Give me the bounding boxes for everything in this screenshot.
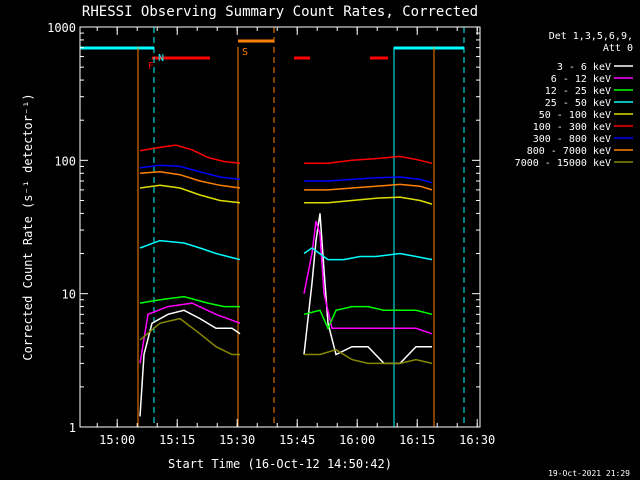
legend-label: 100 - 300 keV [533, 122, 611, 133]
series-line-2-0 [139, 295, 240, 308]
series-line-1-1 [303, 220, 433, 335]
legend-label: 3 - 6 keV [557, 62, 611, 73]
series-group [139, 144, 433, 417]
footer-date: 19-Oct-2021 21:29 [548, 469, 630, 478]
y-tick-label: 1 [69, 421, 76, 435]
chart-title: RHESSI Observing Summary Count Rates, Co… [82, 4, 478, 20]
series-line-3-0 [139, 239, 241, 261]
annotations-group: NF S [148, 47, 248, 72]
legend-label: 800 - 7000 keV [527, 146, 611, 157]
series-line-8-0 [139, 317, 240, 356]
x-tick-label: 16:15 [399, 433, 435, 447]
y-tick-label: 100 [54, 154, 76, 168]
x-tick-label: 16:00 [339, 433, 375, 447]
legend-label: 50 - 100 keV [539, 110, 611, 121]
x-tick-label: 15:00 [99, 433, 135, 447]
y-axis: 1 10 100 1000 [47, 21, 480, 435]
legend-label: 25 - 50 keV [545, 98, 611, 109]
series-line-6-1 [304, 176, 433, 184]
series-line-6-0 [139, 164, 241, 181]
observing-bands [79, 27, 465, 427]
series-line-5-0 [139, 144, 241, 165]
plot-frame [79, 26, 481, 428]
legend-label: 7000 - 15000 keV [515, 158, 611, 169]
x-tick-label: 15:45 [279, 433, 315, 447]
annotation-N: N [158, 53, 164, 64]
x-tick-label: 15:15 [159, 433, 195, 447]
series-line-1-0 [139, 302, 241, 364]
x-tick-label: 15:30 [219, 433, 255, 447]
series-line-4-1 [304, 196, 433, 205]
y-tick-label: 10 [62, 288, 76, 302]
annotation-F: F [148, 61, 154, 72]
series-line-7-0 [139, 171, 241, 189]
legend-header: Att 0 [603, 43, 633, 54]
y-axis-label: Corrected Count Rate (s⁻¹ detector⁻¹) [21, 93, 35, 360]
series-line-0-0 [139, 309, 241, 417]
series-line-2-1 [303, 305, 433, 331]
series-line-4-0 [139, 184, 241, 204]
legend-label: 6 - 12 keV [551, 74, 611, 85]
series-line-3-1 [303, 247, 433, 261]
x-axis-label: Start Time (16-Oct-12 14:50:42) [168, 457, 392, 471]
legend-label: 300 - 800 keV [533, 134, 611, 145]
annotation-S: S [242, 47, 248, 58]
x-tick-label: 16:30 [459, 433, 495, 447]
series-line-5-1 [304, 155, 433, 165]
legend-header: Det 1,3,5,6,9, [549, 31, 633, 42]
series-line-8-1 [304, 348, 433, 365]
y-tick-label: 1000 [47, 21, 76, 35]
x-axis: 15:00 15:15 15:30 15:45 16:00 16:15 16:30 [96, 27, 495, 447]
legend-label: 12 - 25 keV [545, 86, 611, 97]
series-line-7-1 [304, 183, 433, 191]
